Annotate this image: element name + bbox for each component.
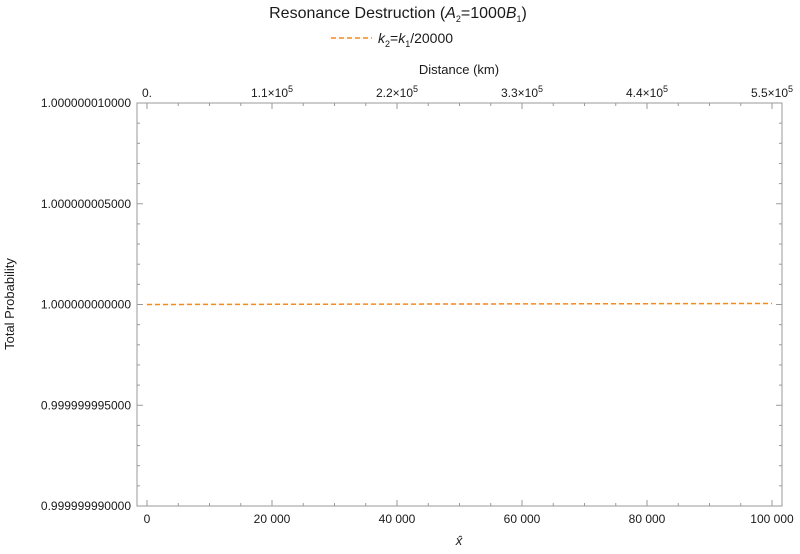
y-tick-label: 0.999999990000: [41, 499, 131, 513]
x2-tick-label: 5.5×105: [751, 84, 793, 100]
y-tick-label: 0.999999995000: [41, 398, 131, 412]
legend-label: k2=k1/20000: [378, 30, 453, 49]
x2-axis-label: Distance (km): [419, 62, 499, 77]
x2-tick-label: 1.1×105: [251, 84, 293, 100]
x2-tick-label: 3.3×105: [501, 84, 543, 100]
y-tick-label: 1.000000005000: [41, 197, 131, 211]
x-tick-label: 40 000: [379, 512, 416, 526]
x-tick-label: 80 000: [629, 512, 666, 526]
ticks-layer: 0 20 000 40 000 60 000 80 000 100 000 0. 1.1×10…: [41, 84, 794, 526]
x-tick-label: 20 000: [254, 512, 291, 526]
x-tick-label: 0: [144, 512, 151, 526]
x2-tick-label: 0.: [142, 86, 152, 100]
x-tick-label: 60 000: [504, 512, 541, 526]
series-layer: [146, 302, 773, 306]
legend: k2=k1/20000: [331, 30, 453, 49]
x-tick-label: 100 000: [750, 512, 794, 526]
x-axis-label: x̂: [455, 533, 463, 548]
chart-title: Resonance Destruction (A2=1000B1): [269, 5, 527, 24]
x2-tick-label: 4.4×105: [626, 84, 668, 100]
y-tick-label: 1.000000010000: [41, 96, 131, 110]
y-tick-label: 1.000000000000: [41, 298, 131, 312]
x2-tick-label: 2.2×105: [376, 84, 418, 100]
y-axis-label: Total Probability: [2, 258, 17, 350]
series-line-0: [146, 302, 773, 306]
